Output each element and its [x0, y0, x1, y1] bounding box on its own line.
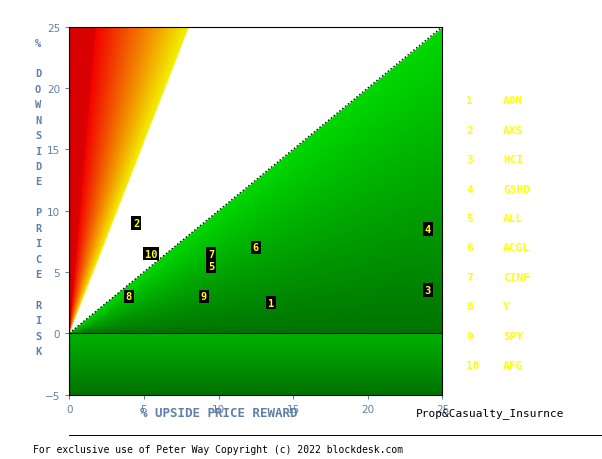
Text: I: I: [35, 146, 41, 156]
Text: S: S: [35, 131, 41, 141]
Text: 9: 9: [200, 292, 206, 302]
Text: REWARD:RISK: REWARD:RISK: [486, 39, 565, 51]
Text: TRADEOFFS FOR: TRADEOFFS FOR: [479, 68, 571, 81]
Text: ALL: ALL: [503, 213, 523, 224]
Text: AXS: AXS: [503, 125, 523, 135]
Text: 1: 1: [268, 298, 274, 308]
Text: 6: 6: [253, 243, 259, 253]
Text: I: I: [35, 315, 41, 325]
Text: 4: 4: [467, 184, 473, 194]
Text: Desk: Desk: [8, 425, 39, 438]
Text: K: K: [35, 346, 41, 356]
Text: 3: 3: [467, 155, 473, 165]
Text: HCI: HCI: [503, 155, 523, 165]
Text: 1: 1: [467, 96, 473, 106]
Text: Y: Y: [503, 302, 510, 312]
Text: Prop&Casualty_Insurnce: Prop&Casualty_Insurnce: [415, 407, 564, 418]
Text: P: P: [35, 208, 41, 218]
Text: 10: 10: [145, 249, 158, 259]
Text: 5: 5: [208, 261, 214, 271]
Text: 7: 7: [467, 272, 473, 282]
Text: 3: 3: [424, 285, 430, 296]
Text: I: I: [35, 239, 41, 249]
Text: N: N: [35, 116, 41, 125]
Text: %: %: [35, 39, 41, 49]
Text: 7: 7: [208, 249, 214, 259]
Text: 8: 8: [467, 302, 473, 312]
Text: CINF: CINF: [503, 272, 530, 282]
Text: 2/16/22: 2/16/22: [8, 444, 52, 453]
Text: R: R: [35, 223, 41, 233]
Text: 5: 5: [467, 213, 473, 224]
Text: 2: 2: [467, 125, 473, 135]
Text: E: E: [35, 269, 41, 280]
Text: SPY: SPY: [503, 331, 523, 341]
Text: 10: 10: [467, 360, 480, 370]
Text: R: R: [35, 300, 41, 310]
Text: E: E: [35, 177, 41, 187]
Text: D: D: [35, 162, 41, 172]
Text: O: O: [35, 85, 41, 95]
Text: 9: 9: [467, 331, 473, 341]
Text: 6: 6: [467, 243, 473, 253]
Text: GSHD: GSHD: [503, 184, 530, 194]
Text: 2: 2: [133, 218, 140, 229]
Text: 8: 8: [126, 292, 132, 302]
Text: ACGL: ACGL: [503, 243, 530, 253]
Text: % UPSIDE PRICE REWARD: % UPSIDE PRICE REWARD: [140, 406, 297, 419]
Text: AON: AON: [503, 96, 523, 106]
Text: Block: Block: [8, 408, 46, 420]
Text: AFG: AFG: [503, 360, 523, 370]
Text: For exclusive use of Peter Way Copyright (c) 2022 blockdesk.com: For exclusive use of Peter Way Copyright…: [33, 444, 403, 454]
Text: S: S: [35, 331, 41, 341]
Text: C: C: [35, 254, 41, 264]
Text: W: W: [35, 100, 41, 110]
Text: 4: 4: [424, 224, 430, 235]
Text: D: D: [35, 69, 41, 79]
